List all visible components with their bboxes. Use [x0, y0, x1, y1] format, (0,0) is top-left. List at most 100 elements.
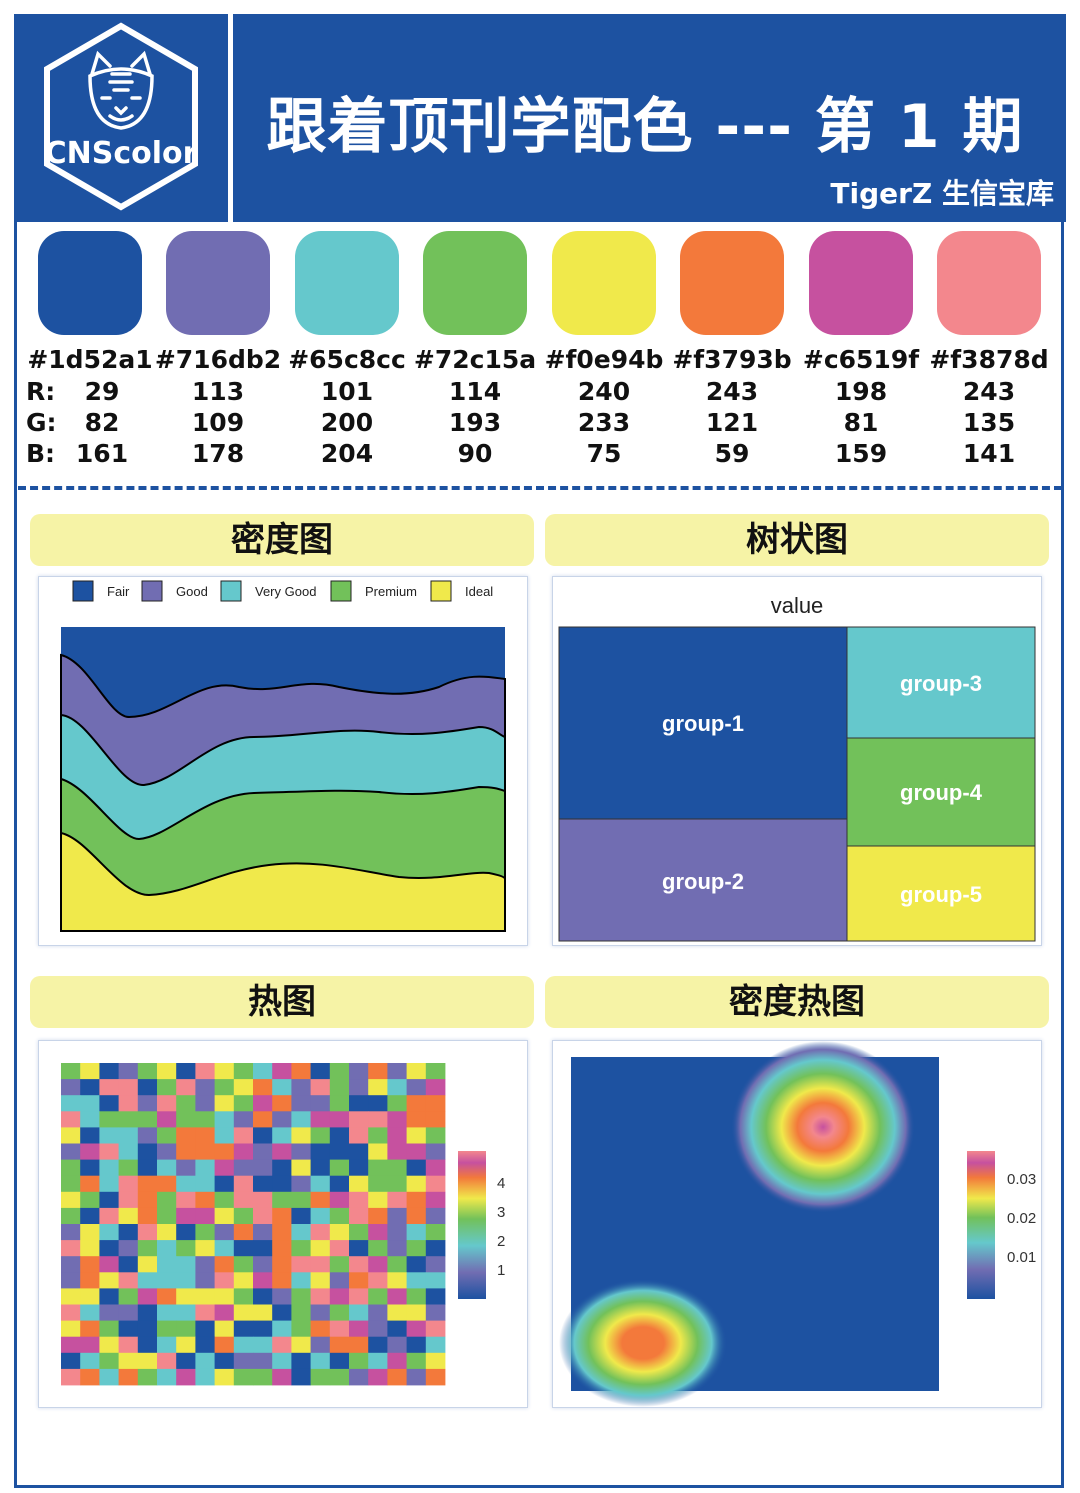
- heatmap-cell: [329, 1288, 350, 1305]
- logo-text: CNScolor: [44, 136, 198, 171]
- density-heatmap-legend-tick: 0.03: [1007, 1171, 1036, 1188]
- heatmap-cell: [61, 1143, 81, 1160]
- heatmap-cell: [406, 1207, 427, 1225]
- heatmap-cell: [310, 1127, 331, 1144]
- heatmap-cell: [61, 1336, 81, 1354]
- heatmap-cell: [272, 1304, 292, 1321]
- heatmap-cell: [272, 1368, 292, 1386]
- heatmap-cell: [253, 1175, 273, 1193]
- heatmap-cell: [176, 1079, 196, 1096]
- heatmap-cell: [176, 1159, 196, 1177]
- heatmap-cell: [253, 1304, 273, 1321]
- heatmap-cell: [425, 1256, 446, 1273]
- heatmap-cell: [291, 1095, 311, 1112]
- heatmap-cell: [387, 1095, 407, 1112]
- heatmap-cell: [176, 1368, 196, 1386]
- heatmap-cell: [61, 1304, 81, 1321]
- heatmap-cell: [118, 1191, 139, 1209]
- color-g-value: 121: [705, 408, 759, 437]
- heatmap-cell: [137, 1320, 158, 1338]
- heatmap-cell: [195, 1304, 215, 1321]
- heatmap-cell: [195, 1191, 215, 1209]
- heatmap-cell: [176, 1095, 196, 1112]
- heatmap-cell: [349, 1207, 369, 1225]
- heatmap-cell: [349, 1063, 369, 1080]
- heatmap-cell: [310, 1079, 331, 1096]
- heatmap-cell: [425, 1063, 446, 1080]
- heatmap-cell: [61, 1320, 81, 1338]
- heatmap-cell: [387, 1272, 407, 1289]
- heatmap-cell: [137, 1336, 158, 1354]
- heatmap-cell: [349, 1079, 369, 1096]
- section-title-density: 密度图: [30, 514, 534, 566]
- treemap-tile-group-5: [846, 845, 1036, 942]
- heatmap-cell: [157, 1240, 177, 1257]
- heatmap-cell: [80, 1175, 100, 1193]
- heatmap-cell: [157, 1063, 177, 1080]
- heatmap-cell: [272, 1272, 292, 1289]
- density-heatmap-colorbar: [967, 1151, 995, 1299]
- heatmap-cell: [272, 1207, 292, 1225]
- color-hex: #f0e94b: [544, 345, 664, 374]
- color-r-value: 29: [84, 377, 120, 406]
- color-b-value: 141: [962, 439, 1016, 468]
- heatmap-cell: [99, 1224, 119, 1241]
- heatmap-cell: [368, 1191, 388, 1209]
- heatmap-cell: [80, 1224, 100, 1241]
- heatmap-cell: [118, 1368, 139, 1386]
- heatmap-cell: [233, 1304, 254, 1321]
- heatmap-cell: [214, 1079, 235, 1096]
- heatmap-cell: [61, 1175, 81, 1193]
- heatmap-cell: [99, 1352, 119, 1370]
- heatmap-cell: [137, 1127, 158, 1144]
- heatmap-cell: [118, 1272, 139, 1289]
- color-hex: #c6519f: [802, 345, 920, 374]
- heatmap-cell: [272, 1224, 292, 1241]
- heatmap-cell: [291, 1256, 311, 1273]
- heatmap-cell: [61, 1063, 81, 1080]
- heatmap-cell: [329, 1175, 350, 1193]
- heatmap-cell: [195, 1079, 215, 1096]
- heatmap-cell: [137, 1143, 158, 1160]
- heatmap-cell: [425, 1191, 446, 1209]
- color-hex: #1d52a1: [27, 345, 153, 374]
- heatmap-cell: [310, 1320, 331, 1338]
- heatmap-cell: [233, 1368, 254, 1386]
- heatmap-cell: [157, 1272, 177, 1289]
- heatmap-cell: [329, 1111, 350, 1128]
- heatmap-cell: [176, 1191, 196, 1209]
- header-divider: [228, 14, 233, 222]
- treemap-label-group-5: group-5: [900, 882, 982, 907]
- heatmap-cell: [233, 1159, 254, 1177]
- heatmap-cell: [99, 1240, 119, 1257]
- color-hex: #f3793b: [672, 345, 792, 374]
- heatmap-cell: [253, 1079, 273, 1096]
- heatmap-cell: [157, 1320, 177, 1338]
- heatmap-cell: [176, 1288, 196, 1305]
- heatmap-cell: [387, 1063, 407, 1080]
- color-swatch: [166, 231, 270, 335]
- heatmap-cell: [329, 1304, 350, 1321]
- heatmap-cell: [272, 1143, 292, 1160]
- heatmap-cell: [368, 1368, 388, 1386]
- heatmap-cell: [99, 1159, 119, 1177]
- heatmap-cell: [291, 1224, 311, 1241]
- treemap-tile-group-4: [846, 737, 1036, 847]
- heatmap-cell: [349, 1368, 369, 1386]
- heatmap-cell: [349, 1352, 369, 1370]
- heatmap-cell: [291, 1304, 311, 1321]
- heatmap-cell: [253, 1352, 273, 1370]
- heatmap-cell: [118, 1352, 139, 1370]
- heatmap-cell: [272, 1240, 292, 1257]
- heatmap-cell: [233, 1288, 254, 1305]
- page-title: 跟着顶刊学配色 --- 第 1 期: [266, 92, 1024, 162]
- heatmap-cell: [233, 1063, 254, 1080]
- heatmap-cell: [329, 1207, 350, 1225]
- heatmap-cell: [368, 1143, 388, 1160]
- section-title-density-heatmap: 密度热图: [545, 976, 1049, 1028]
- legend-label: Fair: [107, 584, 130, 599]
- heatmap-cell: [157, 1224, 177, 1241]
- heatmap-cell: [233, 1320, 254, 1338]
- heatmap-cell: [157, 1159, 177, 1177]
- heatmap-cell: [368, 1320, 388, 1338]
